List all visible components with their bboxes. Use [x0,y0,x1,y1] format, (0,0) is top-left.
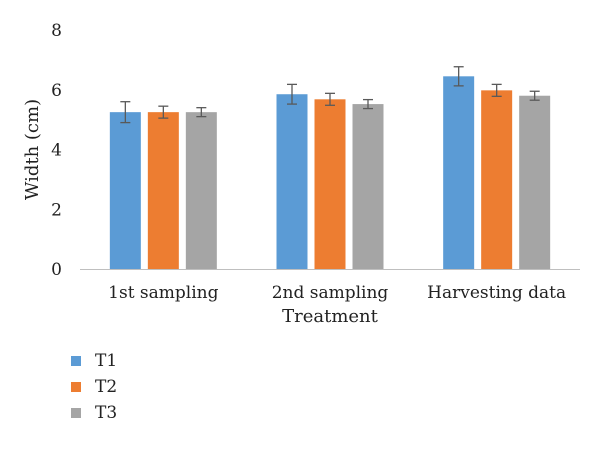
bar-t3-1 [185,112,217,269]
x-category-label: 1st sampling [108,283,218,303]
bar-t1-2 [276,94,308,269]
y-axis-title: Width (cm) [22,99,43,200]
legend-label: T1 [95,351,117,371]
error-bar-t1-2 [287,83,297,105]
category-labels: 1st sampling 2nd sampling Harvesting data [108,283,566,303]
bar-t3-2 [352,104,384,269]
legend-swatch [71,382,81,392]
error-bar-t2-3 [491,83,502,97]
legend-label: T3 [95,403,117,423]
legend-label: T2 [95,377,117,397]
bar-t2-3 [481,90,513,269]
bar-t3-3 [519,95,551,269]
bar-t2-1 [147,112,179,269]
bars-group [109,66,551,270]
x-axis-title: Treatment [282,306,379,327]
y-axis-ticks: 0 2 4 6 8 [51,21,62,280]
bar-t1-1 [109,112,141,269]
bar-t1-3 [443,76,475,270]
legend-swatch [71,356,81,366]
bar-t2-2 [314,99,346,269]
y-tick-label: 2 [51,200,62,220]
legend-swatch [71,408,81,418]
y-tick-label: 8 [51,21,62,41]
legend-item-t1: T1 [71,351,117,371]
legend: T1 T2 T3 [71,351,117,423]
error-bar-t1-3 [453,66,464,87]
legend-item-t3: T3 [71,403,117,423]
x-category-label: Harvesting data [427,283,566,303]
y-tick-label: 6 [51,81,62,101]
error-bar-t3-2 [363,98,373,110]
error-bar-t1-1 [120,101,131,124]
error-bar-t2-1 [158,105,169,119]
legend-item-t2: T2 [71,377,117,397]
error-bar-t3-3 [529,90,540,101]
y-tick-label: 0 [51,260,62,280]
error-bar-t2-2 [325,92,335,106]
error-bar-t3-1 [196,107,207,118]
x-category-label: 2nd sampling [272,283,389,303]
y-tick-label: 4 [51,141,62,161]
